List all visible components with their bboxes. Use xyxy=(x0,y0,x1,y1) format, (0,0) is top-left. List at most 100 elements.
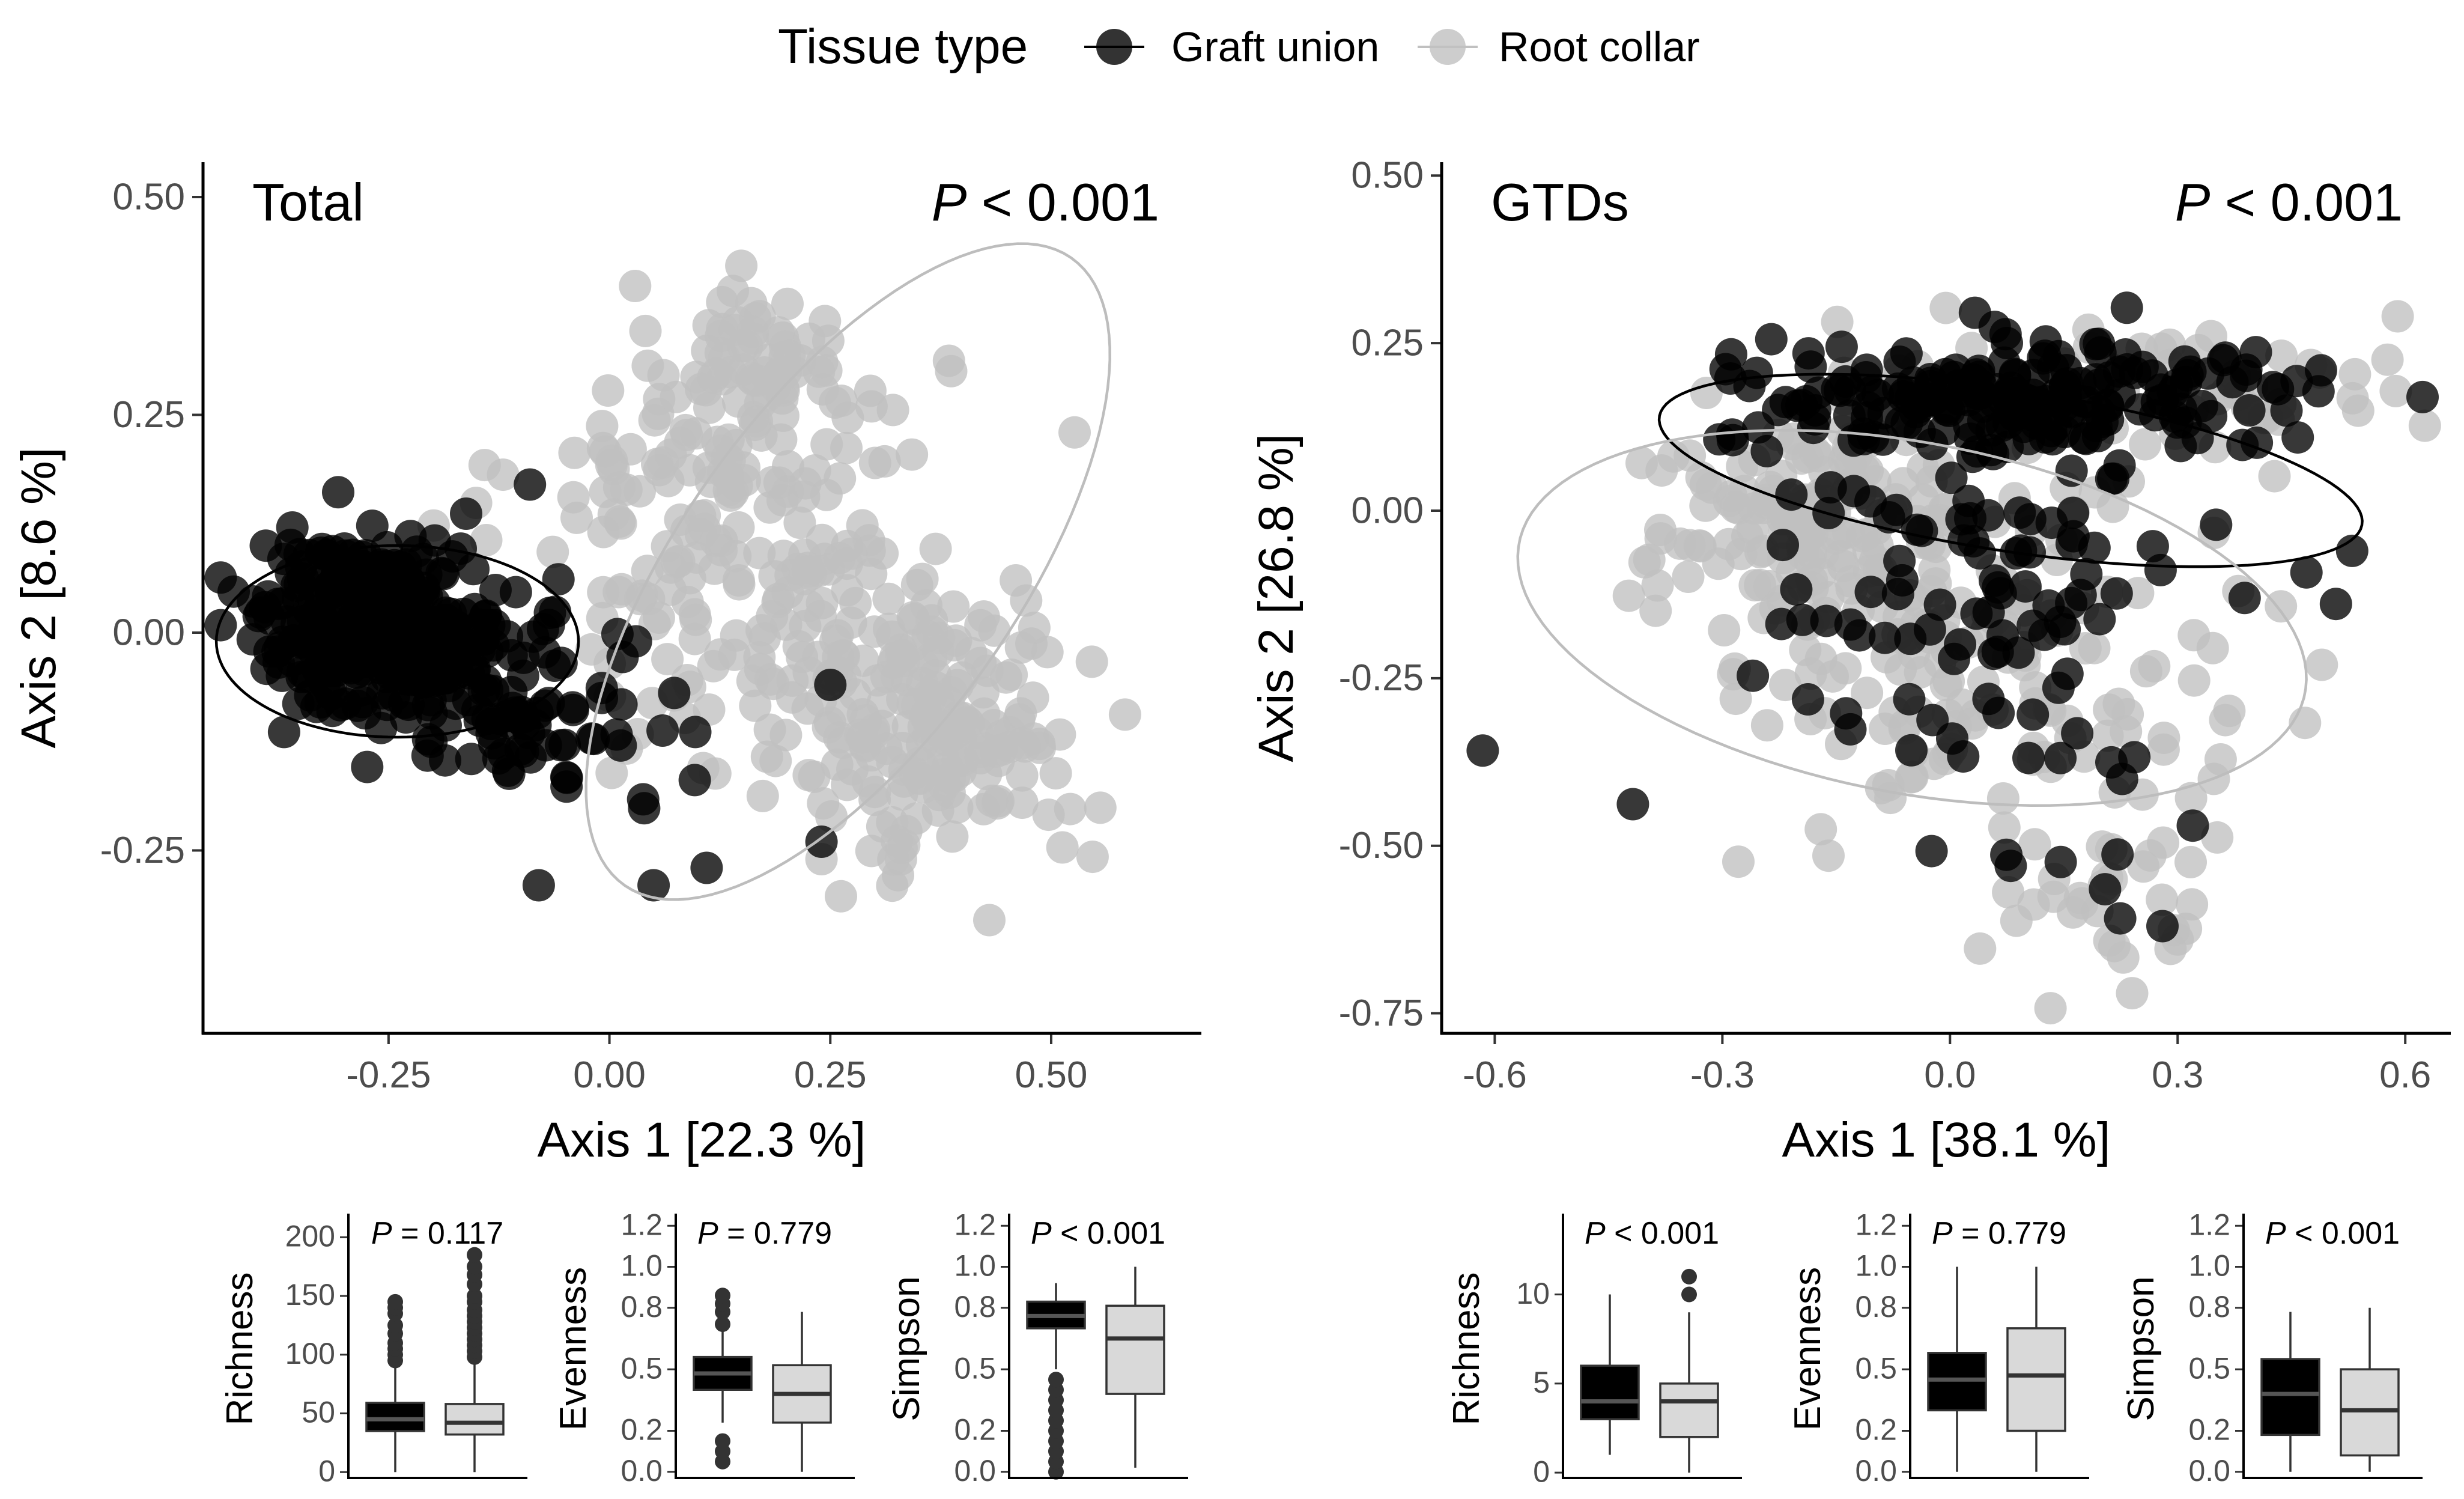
point-root-collar xyxy=(1851,677,1884,710)
y-tick-label: 0.50 xyxy=(1351,155,1424,196)
point-root-collar xyxy=(728,451,760,484)
point-graft-union xyxy=(533,597,566,630)
point-root-collar xyxy=(2174,782,2208,815)
point-root-collar xyxy=(809,305,842,338)
point-root-collar xyxy=(1750,709,1783,742)
point-root-collar xyxy=(919,532,952,565)
point-root-collar xyxy=(2107,941,2140,974)
point-graft-union xyxy=(2164,430,2197,463)
point-graft-union xyxy=(1872,501,1905,534)
point-root-collar xyxy=(1744,568,1777,601)
point-graft-union xyxy=(1785,389,1818,422)
point-graft-union xyxy=(1913,613,1946,646)
point-root-collar xyxy=(1708,614,1741,646)
point-graft-union xyxy=(1737,659,1770,692)
point-root-collar xyxy=(968,697,1001,730)
x-axis-title: Axis 1 [22.3 %] xyxy=(538,1113,866,1167)
point-root-collar xyxy=(1084,791,1117,824)
point-root-collar xyxy=(619,270,652,302)
point-graft-union xyxy=(2270,394,2303,427)
y-tick-label: 1.2 xyxy=(2188,1208,2230,1241)
point-root-collar xyxy=(1812,839,1845,872)
p-value-annotation: P < 0.001 xyxy=(2175,172,2403,232)
point-graft-union xyxy=(1964,537,1996,570)
x-tick-label: 0.0 xyxy=(1924,1054,1976,1096)
point-graft-union xyxy=(2101,838,2134,871)
point-root-collar xyxy=(1672,561,1705,593)
point-graft-union xyxy=(351,750,384,783)
boxplot-gtds-richness: 0 5 10 Richness P < 0.001 xyxy=(1446,1214,1742,1488)
point-graft-union xyxy=(1786,603,1819,636)
y-tick-label: 0.5 xyxy=(2188,1351,2230,1385)
y-tick-label: 0.00 xyxy=(1351,490,1424,531)
point-graft-union xyxy=(1883,544,1916,577)
point-root-collar xyxy=(936,820,969,853)
point-graft-union xyxy=(1854,576,1887,609)
point-graft-union xyxy=(2192,357,2225,390)
point-graft-union xyxy=(600,718,633,751)
point-graft-union xyxy=(406,666,439,699)
point-root-collar xyxy=(2127,850,2160,883)
confidence-ellipses xyxy=(1516,372,2364,807)
ellipse-graft-union xyxy=(1657,372,2364,568)
point-root-collar xyxy=(769,356,802,388)
point-graft-union xyxy=(1825,330,1858,363)
point-graft-union xyxy=(1915,835,1948,868)
point-root-collar xyxy=(1108,698,1141,731)
point-graft-union xyxy=(514,468,547,501)
outlier-graft-union xyxy=(1048,1372,1064,1388)
y-tick-label: 10 xyxy=(1516,1277,1550,1310)
point-graft-union xyxy=(2103,355,2135,388)
point-graft-union xyxy=(2057,496,2090,529)
point-graft-union xyxy=(1791,683,1824,716)
x-axis-title: Axis 1 [38.1 %] xyxy=(1782,1113,2111,1167)
point-root-collar xyxy=(1888,709,1921,742)
outlier-root-collar xyxy=(467,1247,482,1263)
point-graft-union xyxy=(814,669,847,701)
point-root-collar xyxy=(2177,664,2211,697)
box-graft-union xyxy=(2260,1358,2320,1437)
point-graft-union xyxy=(325,607,358,640)
point-graft-union xyxy=(2144,373,2177,406)
box-root-collar xyxy=(1659,1382,1719,1438)
point-graft-union xyxy=(2281,421,2314,454)
point-root-collar xyxy=(643,383,676,416)
point-graft-union xyxy=(2335,534,2368,567)
point-root-collar xyxy=(739,689,772,722)
point-root-collar xyxy=(487,458,520,491)
outlier-root-collar xyxy=(1681,1268,1697,1285)
point-root-collar xyxy=(1000,564,1033,597)
point-graft-union xyxy=(1616,788,1649,821)
point-graft-union xyxy=(2280,365,2313,398)
y-tick-label: 0.5 xyxy=(954,1351,996,1385)
point-root-collar xyxy=(717,275,749,308)
point-root-collar xyxy=(2147,733,2180,766)
point-root-collar xyxy=(575,633,608,666)
x-tick-label: 0.50 xyxy=(1015,1054,1088,1096)
y-axis-title: Richness xyxy=(1446,1272,1487,1426)
point-root-collar xyxy=(872,582,905,615)
point-graft-union xyxy=(1923,588,1956,621)
point-root-collar xyxy=(1006,786,1039,819)
point-root-collar xyxy=(1747,491,1780,524)
y-tick-label: 0.25 xyxy=(1351,323,1424,364)
p-value-annotation: P < 0.001 xyxy=(1031,1216,1165,1251)
panel-label: GTDs xyxy=(1491,172,1629,232)
point-root-collar xyxy=(1895,761,1928,794)
point-root-collar xyxy=(1816,660,1849,693)
y-tick-label: 0.00 xyxy=(112,612,185,653)
point-graft-union xyxy=(2146,910,2179,943)
point-root-collar xyxy=(1024,731,1056,764)
point-root-collar xyxy=(1039,757,1072,790)
point-graft-union xyxy=(297,583,330,616)
point-root-collar xyxy=(754,663,787,696)
point-root-collar xyxy=(849,704,882,737)
point-graft-union xyxy=(2100,577,2133,610)
point-graft-union xyxy=(1709,353,1742,386)
y-axis-title: Richness xyxy=(219,1272,261,1426)
point-root-collar xyxy=(935,354,968,388)
point-root-collar xyxy=(2034,992,2067,1025)
point-graft-union xyxy=(1958,296,1991,329)
boxplot-gtds-simpson: 0.0 0.2 0.5 0.8 1.0 1.2 Simpson P < 0.001 xyxy=(2120,1208,2423,1488)
point-root-collar xyxy=(708,342,741,375)
